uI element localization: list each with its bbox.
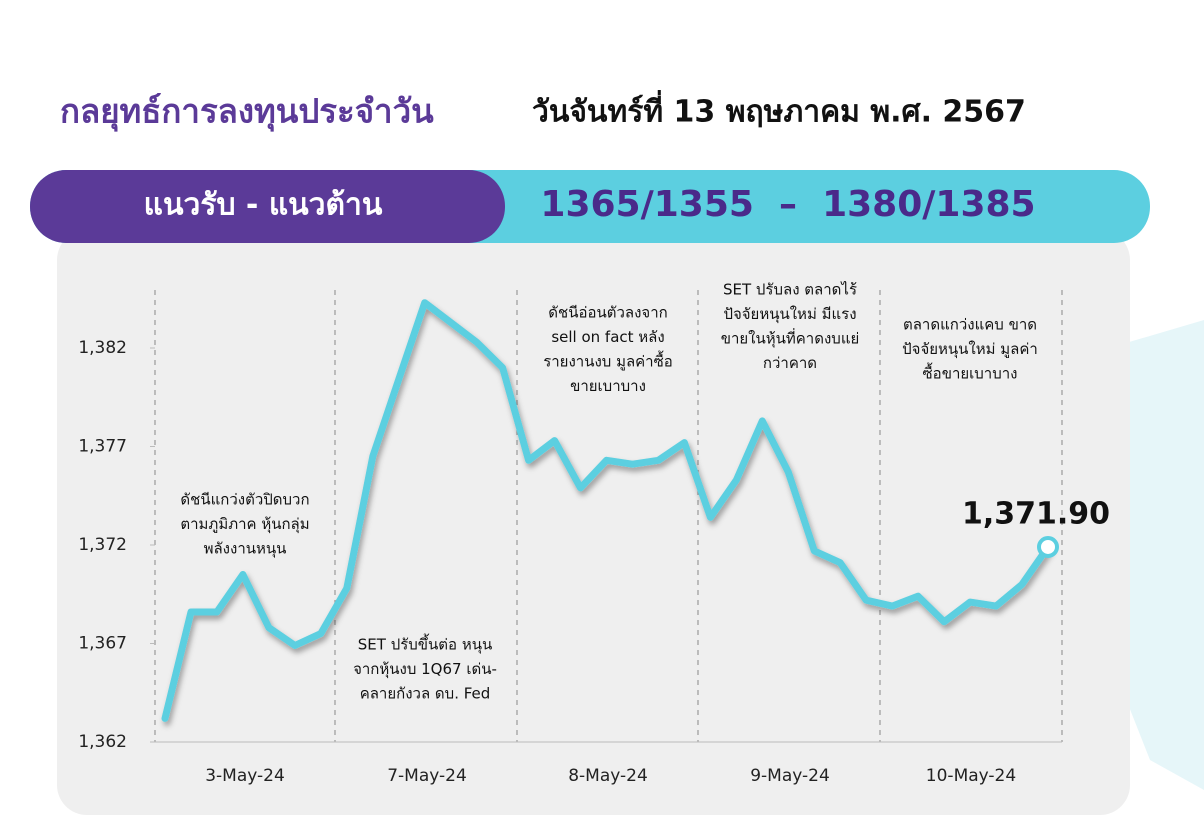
banner-label-bg [30, 170, 505, 243]
line [161, 299, 1052, 722]
annotation: พลังงานหนุน [204, 540, 287, 559]
annotation: ปัจจัยหนุนใหม่ มีแรง [723, 305, 856, 324]
annotation: ดัชนีอ่อนตัวลงจาก [548, 304, 667, 322]
banner-levels: 1365/1355 – 1380/1385 [540, 184, 1035, 225]
annotation: sell on fact หลัง [551, 328, 664, 346]
annotation: ตามภูมิภาค หุ้นกลุ่ม [180, 515, 309, 534]
annotation: ดัชนีแกว่งตัวปิดบวก [180, 491, 309, 509]
y-tick-label: 1,377 [78, 437, 127, 457]
annotation: คลายกังวล ดบ. Fed [360, 685, 491, 703]
y-tick-label: 1,362 [78, 732, 127, 752]
annotation: SET ปรับลง ตลาดไร้ [723, 281, 857, 299]
x-tick-label: 3-May-24 [205, 766, 285, 786]
annotation: ขายในหุ้นที่คาดงบแย่ [721, 328, 860, 349]
annotation: กว่าคาด [763, 354, 817, 372]
x-tick-label: 8-May-24 [568, 766, 648, 786]
annotation: SET ปรับขึ้นต่อ หนุน [358, 634, 492, 655]
y-tick-label: 1,367 [78, 634, 127, 654]
y-tick-label: 1,372 [78, 535, 127, 555]
panel [57, 230, 1130, 815]
end-label: 1,371.90 [962, 496, 1110, 531]
annotation: ปัจจัยหนุนใหม่ มูลค่า [902, 340, 1038, 359]
x-tick-label: 10-May-24 [926, 766, 1016, 786]
end-marker [1037, 535, 1059, 558]
date: วันจันทร์ที่ 13 พฤษภาคม พ.ศ. 2567 [532, 90, 1026, 130]
annotation: ขายเบาบาง [570, 377, 646, 395]
annotation: ตลาดแกว่งแคบ ขาด [903, 316, 1037, 334]
x-tick-label: 7-May-24 [387, 766, 467, 786]
annotation: รายงานงบ มูลค่าซื้อ [543, 351, 673, 371]
annotation: ซื้อขายเบาบาง [923, 363, 1018, 383]
banner-label: แนวรับ - แนวต้าน [144, 188, 383, 223]
annotation: จากหุ้นงบ 1Q67 เด่น- [353, 660, 497, 679]
title: กลยุทธ์การลงทุนประจำวัน [60, 92, 434, 133]
y-tick-label: 1,382 [78, 338, 127, 358]
x-tick-label: 9-May-24 [750, 766, 830, 786]
